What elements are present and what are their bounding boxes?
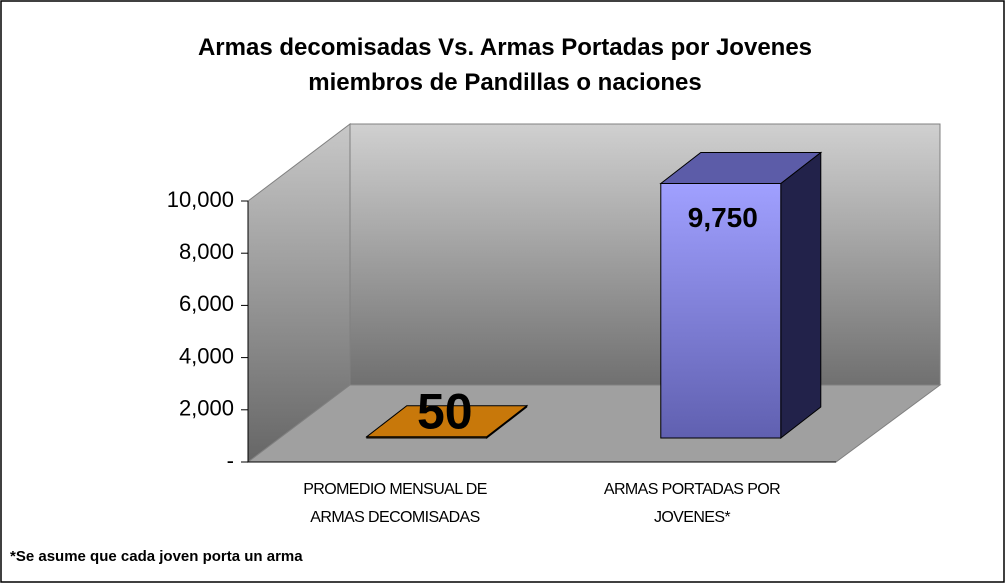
bar-top <box>659 152 823 185</box>
bar <box>365 404 529 440</box>
chart-title: Armas decomisadas Vs. Armas Portadas por… <box>197 34 813 96</box>
y-tick-label: 2,000 <box>179 396 234 421</box>
back-wall <box>349 123 941 386</box>
x-tick-label: PROMEDIO MENSUAL DE ARMAS DECOMISADAS <box>303 481 487 526</box>
y-tick-label: 8,000 <box>179 239 234 264</box>
bar-side <box>780 151 822 440</box>
floor <box>246 384 942 463</box>
y-tick-label: - <box>227 448 234 473</box>
data-label: 50 <box>417 383 473 439</box>
bar <box>659 151 823 440</box>
bar-top <box>365 405 529 438</box>
y-tick-label: 4,000 <box>179 343 234 368</box>
y-tick-label: 10,000 <box>167 187 234 212</box>
data-label: 9,750 <box>688 202 758 233</box>
x-tick-label: ARMAS PORTADAS POR JOVENES* <box>603 481 781 526</box>
footnote: *Se asume que cada joven porta un arma <box>10 548 303 565</box>
y-tick-label: 6,000 <box>179 291 234 316</box>
